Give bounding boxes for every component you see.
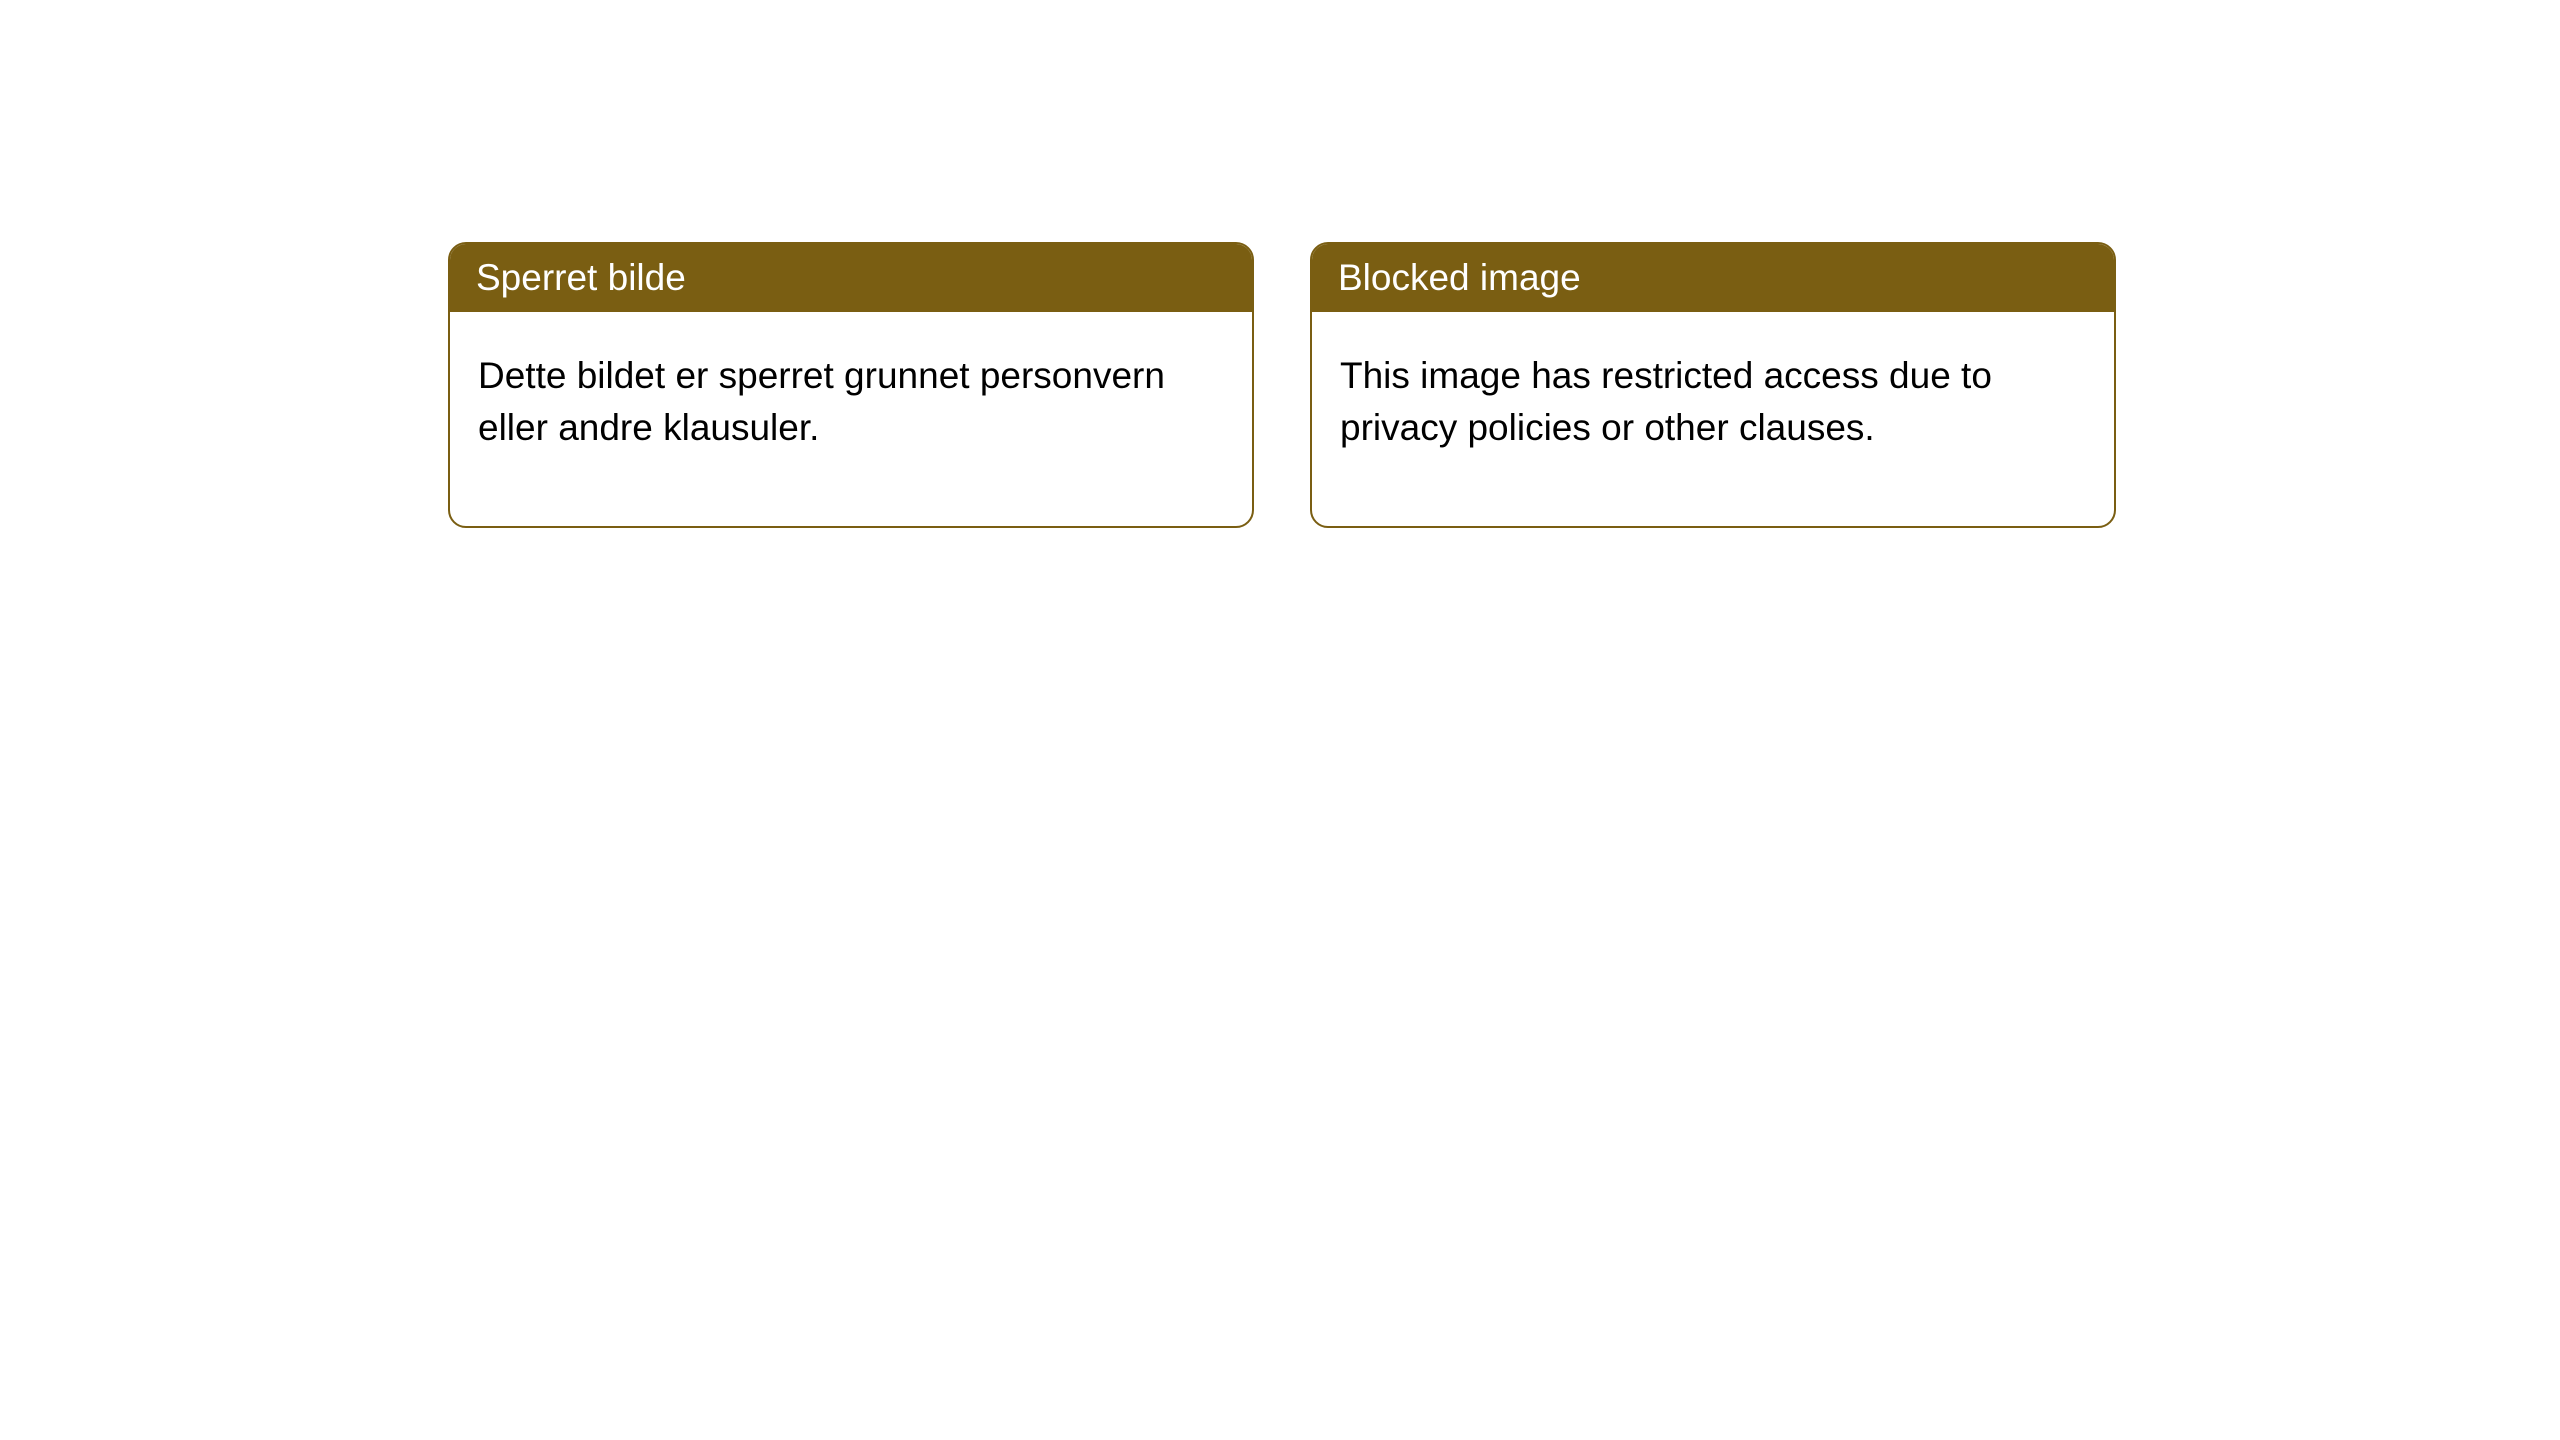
card-body: Dette bildet er sperret grunnet personve… bbox=[450, 312, 1252, 526]
notice-card-english: Blocked image This image has restricted … bbox=[1310, 242, 2116, 528]
notice-card-norwegian: Sperret bilde Dette bildet er sperret gr… bbox=[448, 242, 1254, 528]
card-header: Blocked image bbox=[1312, 244, 2114, 312]
card-body-text: Dette bildet er sperret grunnet personve… bbox=[478, 355, 1165, 448]
card-body: This image has restricted access due to … bbox=[1312, 312, 2114, 526]
card-title: Sperret bilde bbox=[476, 257, 686, 298]
card-header: Sperret bilde bbox=[450, 244, 1252, 312]
card-title: Blocked image bbox=[1338, 257, 1581, 298]
card-body-text: This image has restricted access due to … bbox=[1340, 355, 1992, 448]
notice-container: Sperret bilde Dette bildet er sperret gr… bbox=[0, 0, 2560, 528]
